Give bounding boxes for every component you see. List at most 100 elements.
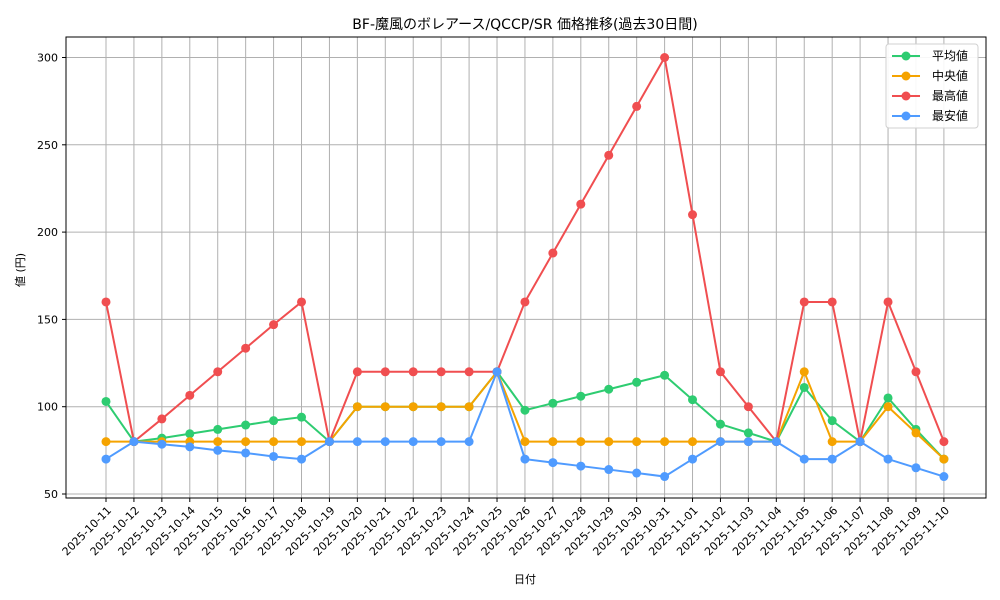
data-point (688, 395, 698, 405)
data-point (743, 402, 753, 412)
data-point (269, 416, 279, 426)
y-tick-label: 300 (37, 52, 58, 65)
y-tick-label: 250 (37, 139, 58, 152)
data-point (241, 448, 251, 458)
plot-area: 501001502002503002025-10-112025-10-12202… (37, 36, 987, 558)
x-axis-label: 日付 (514, 573, 536, 586)
data-point (352, 367, 362, 377)
data-point (520, 437, 530, 447)
data-point (269, 320, 279, 330)
data-point (827, 454, 837, 464)
data-point (213, 437, 223, 447)
data-point (185, 429, 195, 439)
data-point (436, 402, 446, 412)
y-axis-label: 値 (円) (14, 253, 27, 287)
data-point (939, 472, 949, 482)
data-point (855, 437, 865, 447)
data-point (297, 412, 307, 422)
legend-box (885, 43, 979, 129)
data-point (380, 437, 390, 447)
data-point (660, 370, 670, 380)
data-point (464, 402, 474, 412)
data-point (101, 396, 111, 406)
data-point (492, 367, 502, 377)
data-point (576, 461, 586, 471)
y-tick-label: 150 (37, 313, 58, 326)
data-point (324, 437, 334, 447)
data-point (883, 454, 893, 464)
data-point (101, 454, 111, 464)
data-point (939, 437, 949, 447)
data-point (352, 402, 362, 412)
data-point (799, 367, 809, 377)
data-point (408, 402, 418, 412)
data-point (436, 437, 446, 447)
data-point (213, 445, 223, 455)
data-point (911, 428, 921, 438)
data-point (827, 297, 837, 307)
y-tick-label: 100 (37, 401, 58, 414)
y-tick-label: 50 (44, 488, 58, 501)
data-point (632, 468, 642, 478)
data-point (520, 405, 530, 415)
data-point (408, 437, 418, 447)
legend-marker-icon (901, 91, 911, 101)
data-point (911, 463, 921, 473)
data-point (157, 439, 167, 449)
data-point (660, 437, 670, 447)
data-point (576, 437, 586, 447)
data-point (883, 402, 893, 412)
data-point (911, 367, 921, 377)
data-point (939, 454, 949, 464)
data-point (688, 454, 698, 464)
data-point (352, 437, 362, 447)
data-point (297, 437, 307, 447)
legend-label: 最高値 (932, 88, 968, 103)
data-point (548, 398, 558, 408)
data-point (269, 451, 279, 461)
data-point (660, 472, 670, 482)
data-point (520, 297, 530, 307)
data-point (185, 390, 195, 400)
data-point (883, 393, 893, 403)
data-point (604, 465, 614, 475)
data-point (548, 437, 558, 447)
data-point (297, 454, 307, 464)
data-point (101, 297, 111, 307)
data-point (408, 367, 418, 377)
data-point (213, 367, 223, 377)
legend-marker-icon (901, 111, 911, 121)
legend-marker-icon (901, 51, 911, 61)
data-point (632, 101, 642, 111)
legend-label: 中央値 (932, 68, 968, 83)
data-point (241, 343, 251, 353)
data-point (827, 416, 837, 426)
data-point (799, 297, 809, 307)
y-tick-label: 200 (37, 226, 58, 239)
data-point (715, 437, 725, 447)
data-point (743, 428, 753, 438)
data-point (520, 454, 530, 464)
data-point (688, 210, 698, 220)
data-point (604, 150, 614, 160)
data-point (241, 437, 251, 447)
data-point (129, 437, 139, 447)
data-point (715, 367, 725, 377)
data-point (297, 297, 307, 307)
data-point (883, 297, 893, 307)
data-point (185, 442, 195, 452)
data-point (771, 437, 781, 447)
data-point (380, 402, 390, 412)
data-point (464, 437, 474, 447)
data-point (548, 458, 558, 468)
data-point (604, 384, 614, 394)
data-point (464, 367, 474, 377)
data-point (688, 437, 698, 447)
data-point (380, 367, 390, 377)
legend-label: 平均値 (932, 48, 968, 63)
data-point (548, 248, 558, 258)
data-point (604, 437, 614, 447)
data-point (157, 414, 167, 424)
